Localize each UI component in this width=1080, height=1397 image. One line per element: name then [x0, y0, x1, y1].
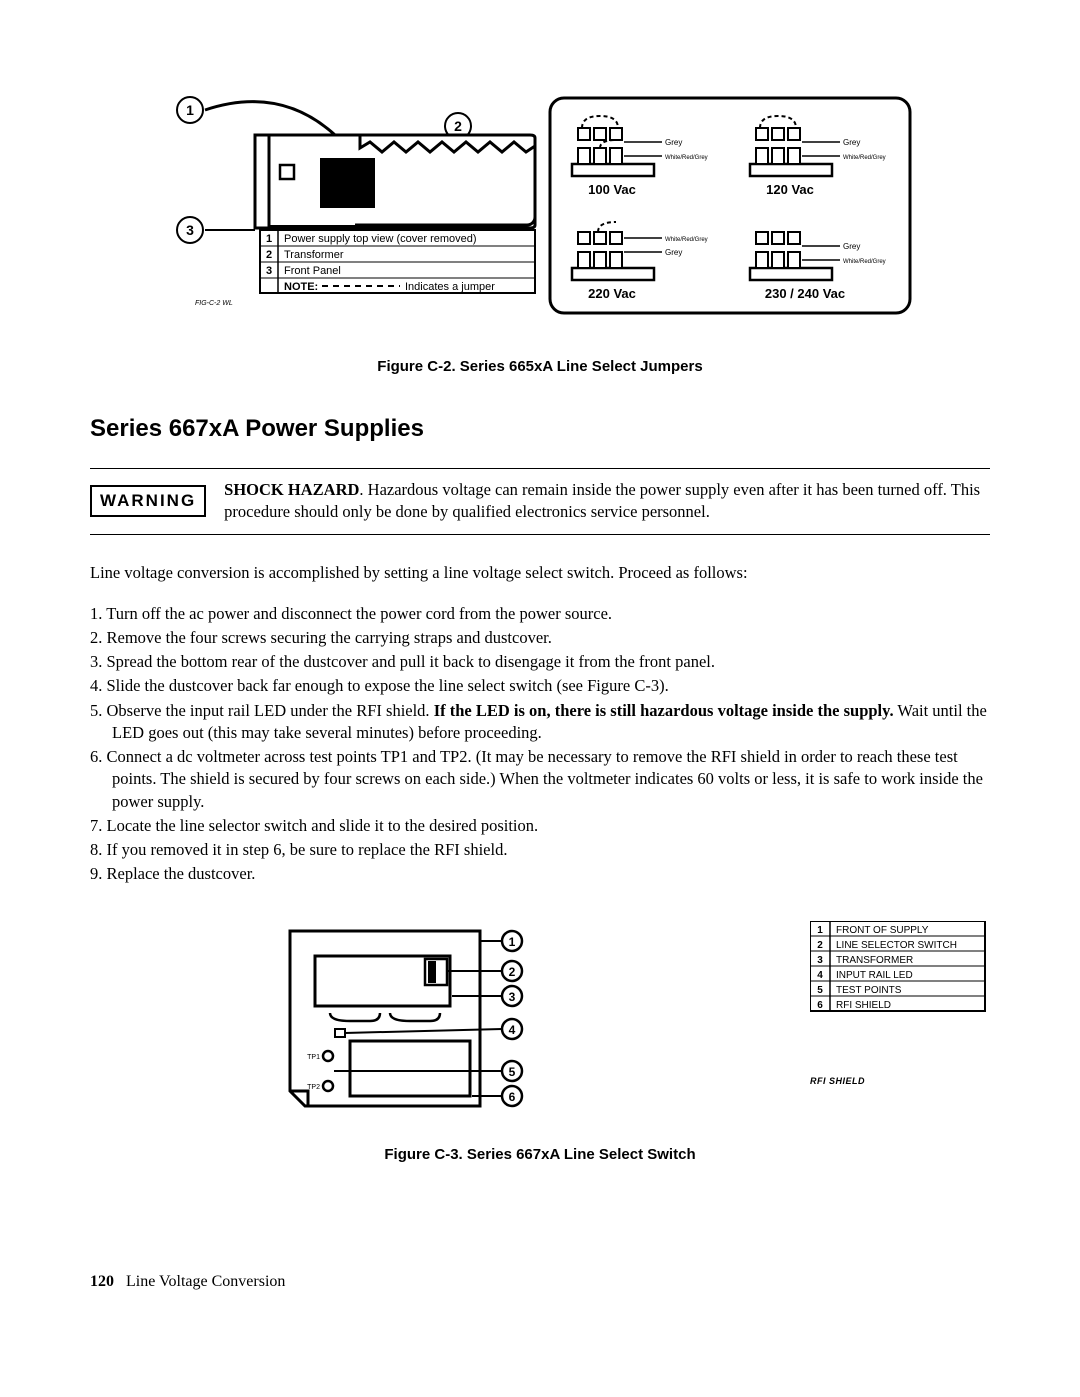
step-2: 2. Remove the four screws securing the c… [90, 627, 990, 649]
step-5: 5. Observe the input rail LED under the … [90, 700, 990, 745]
svg-text:FRONT OF SUPPLY: FRONT OF SUPPLY [836, 925, 929, 936]
callout-3: 3 [186, 222, 194, 238]
svg-text:INPUT RAIL LED: INPUT RAIL LED [836, 970, 913, 981]
warning-bold-lead: SHOCK HAZARD [224, 480, 359, 499]
step-4: 4. Slide the dustcover back far enough t… [90, 675, 990, 697]
section-heading: Series 667xA Power Supplies [90, 415, 990, 443]
svg-text:230 / 240 Vac: 230 / 240 Vac [765, 286, 845, 301]
svg-text:Front Panel: Front Panel [284, 265, 341, 277]
rfi-shield-side-label: RFI SHIELD [810, 1076, 990, 1086]
svg-text:White/Red/Grey: White/Red/Grey [843, 259, 886, 265]
svg-text:4: 4 [817, 970, 823, 981]
figure-c3: TP1 TP2 1 2 3 4 5 6 [90, 921, 990, 1121]
figure-c2-svg: 1 2 3 [160, 80, 920, 340]
step-3: 3. Spread the bottom rear of the dustcov… [90, 651, 990, 673]
figure-c3-legend-wrap: 1 FRONT OF SUPPLY 2 LINE SELECTOR SWITCH… [810, 921, 990, 1086]
warning-text: SHOCK HAZARD. Hazardous voltage can rema… [224, 479, 990, 524]
page-footer: 120 Line Voltage Conversion [90, 1273, 990, 1291]
intro-para: Line voltage conversion is accomplished … [90, 563, 990, 583]
svg-text:White/Red/Grey: White/Red/Grey [843, 155, 886, 161]
procedure-steps: 1. Turn off the ac power and disconnect … [90, 603, 990, 886]
svg-text:5: 5 [509, 1065, 516, 1079]
step-6: 6. Connect a dc voltmeter across test po… [90, 746, 990, 813]
svg-text:Transformer: Transformer [284, 249, 344, 261]
svg-text:FIG-C-2 WL: FIG-C-2 WL [195, 300, 233, 307]
svg-text:Grey: Grey [843, 242, 860, 251]
svg-text:6: 6 [817, 1000, 823, 1011]
svg-text:6: 6 [509, 1090, 516, 1104]
step-7: 7. Locate the line selector switch and s… [90, 815, 990, 837]
svg-text:3: 3 [266, 265, 272, 277]
step-8: 8. If you removed it in step 6, be sure … [90, 839, 990, 861]
svg-text:2: 2 [509, 965, 516, 979]
svg-text:1: 1 [509, 935, 516, 949]
svg-text:1: 1 [266, 233, 272, 245]
svg-text:100 Vac: 100 Vac [588, 182, 636, 197]
svg-text:TP1: TP1 [307, 1054, 320, 1061]
figure-c3-legend: 1 FRONT OF SUPPLY 2 LINE SELECTOR SWITCH… [810, 921, 990, 1021]
svg-text:4: 4 [509, 1023, 516, 1037]
svg-text:White/Red/Grey: White/Red/Grey [665, 155, 708, 161]
step-9: 9. Replace the dustcover. [90, 863, 990, 885]
svg-text:TP2: TP2 [307, 1084, 320, 1091]
callout-1: 1 [186, 102, 194, 118]
page-number: 120 [90, 1273, 114, 1290]
svg-text:220 Vac: 220 Vac [588, 286, 636, 301]
svg-text:5: 5 [817, 985, 823, 996]
figure-c2: 1 2 3 [90, 80, 990, 375]
svg-text:3: 3 [509, 990, 516, 1004]
warning-badge: WARNING [90, 485, 206, 517]
svg-text:1: 1 [817, 925, 823, 936]
svg-text:3: 3 [817, 955, 823, 966]
warning-block: WARNING SHOCK HAZARD. Hazardous voltage … [90, 468, 990, 535]
svg-text:NOTE:: NOTE: [284, 281, 318, 293]
svg-text:LINE SELECTOR SWITCH: LINE SELECTOR SWITCH [836, 940, 957, 951]
figure-c2-caption: Figure C-2. Series 665xA Line Select Jum… [90, 358, 990, 375]
footer-title: Line Voltage Conversion [126, 1273, 285, 1290]
figure-c3-caption: Figure C-3. Series 667xA Line Select Swi… [90, 1146, 990, 1163]
figure-c3-diagram: TP1 TP2 1 2 3 4 5 6 [280, 921, 530, 1121]
svg-text:White/Red/Grey: White/Red/Grey [665, 237, 708, 243]
svg-text:Grey: Grey [665, 138, 682, 147]
step-1: 1. Turn off the ac power and disconnect … [90, 603, 990, 625]
svg-text:TRANSFORMER: TRANSFORMER [836, 955, 913, 966]
svg-text:Grey: Grey [843, 138, 860, 147]
svg-text:120 Vac: 120 Vac [766, 182, 814, 197]
svg-text:2: 2 [266, 249, 272, 261]
svg-text:2: 2 [817, 940, 823, 951]
svg-text:TEST POINTS: TEST POINTS [836, 985, 902, 996]
callout-2: 2 [454, 118, 462, 134]
svg-text:Indicates a jumper: Indicates a jumper [405, 281, 495, 293]
svg-text:Grey: Grey [665, 248, 682, 257]
svg-text:Power supply top view (cover r: Power supply top view (cover removed) [284, 233, 477, 245]
svg-text:RFI SHIELD: RFI SHIELD [836, 1000, 891, 1011]
